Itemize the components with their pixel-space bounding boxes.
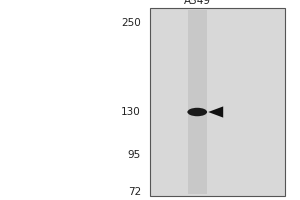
Text: A549: A549 bbox=[184, 0, 211, 6]
Text: 130: 130 bbox=[121, 107, 141, 117]
Bar bbox=[188, 10, 207, 194]
Text: 250: 250 bbox=[121, 18, 141, 28]
Text: 72: 72 bbox=[128, 187, 141, 197]
Text: 95: 95 bbox=[128, 150, 141, 160]
Polygon shape bbox=[208, 106, 223, 118]
Bar bbox=[150, 8, 285, 196]
Ellipse shape bbox=[188, 108, 207, 116]
